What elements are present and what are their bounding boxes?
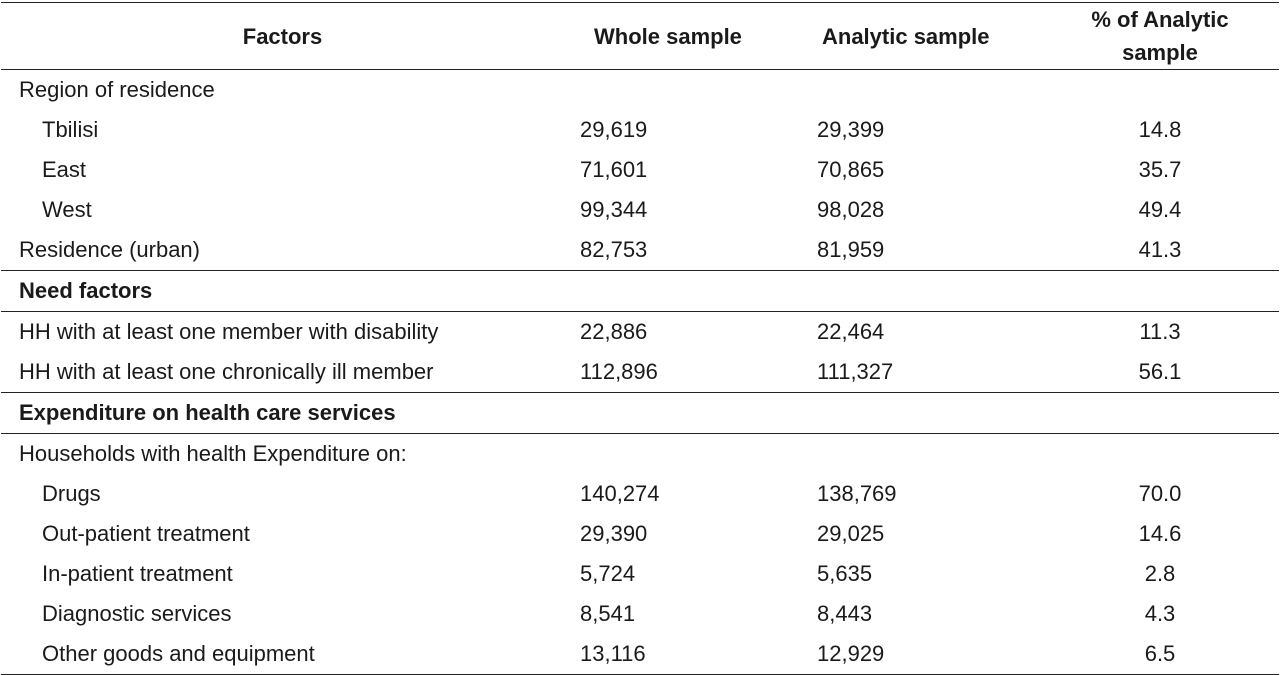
cell-analytic: 29,025 [817,521,885,546]
header-percent-analytic: % of Analytic sample [1041,2,1279,70]
cell-analytic [802,434,1041,475]
cell-whole: 5,724 [580,561,636,586]
cell-analytic: 98,028 [817,197,885,222]
table-row: HH with at least one chronically ill mem… [1,352,1279,393]
cell-pct: 2.8 [1144,561,1176,586]
cell-whole: 140,274 [580,481,660,506]
cell-whole: 22,886 [580,319,648,344]
row-label: Region of residence [19,77,215,102]
row-label: East [42,157,87,182]
cell-pct: 11.3 [1139,319,1181,344]
table-row: Drugs 140,274 138,769 70.0 [1,474,1279,514]
header-whole-sample: Whole sample [564,2,802,70]
cell-pct: 56.1 [1138,359,1182,384]
cell-pct: 6.5 [1041,634,1279,675]
header-percent-line1: % of Analytic [1091,7,1229,32]
cell-pct [1041,434,1279,475]
cell-pct [1041,70,1279,111]
cell-analytic: 111,327 [817,359,894,384]
cell-analytic [802,270,1041,312]
row-label: West [42,197,92,222]
cell-whole [564,434,802,475]
cell-whole: 8,541 [580,601,636,626]
table-row: Households with health Expenditure on: [1,434,1279,475]
row-label: Residence (urban) [19,237,200,262]
cell-analytic: 22,464 [817,319,885,344]
row-label: Tbilisi [42,117,99,142]
table-row: Tbilisi 29,619 29,399 14.8 [1,110,1279,150]
section-row-need-factors: Need factors [1,270,1279,312]
cell-whole: 29,619 [580,117,648,142]
cell-whole: 71,601 [580,157,648,182]
table-row: Out-patient treatment 29,390 29,025 14.6 [1,514,1279,554]
cell-analytic: 5,635 [817,561,873,586]
table-row: Region of residence [1,70,1279,111]
table-header: Factors Whole sample Analytic sample % o… [1,2,1279,70]
section-row-expenditure: Expenditure on health care services [1,392,1279,434]
row-label: Out-patient treatment [42,521,250,546]
cell-pct: 4.3 [1144,601,1176,626]
cell-pct [1041,392,1279,434]
cell-analytic: 138,769 [817,481,897,506]
header-row: Factors Whole sample Analytic sample % o… [1,2,1279,70]
cell-analytic: 70,865 [817,157,885,182]
table-row: Residence (urban) 82,753 81,959 41.3 [1,230,1279,271]
cell-pct: 35.7 [1138,157,1182,182]
row-label: HH with at least one member with disabil… [19,319,439,344]
table-row: HH with at least one member with disabil… [1,312,1279,353]
cell-whole: 13,116 [564,634,802,675]
cell-pct: 49.4 [1138,197,1182,222]
cell-pct [1041,270,1279,312]
row-label: Diagnostic services [42,601,232,626]
row-label: HH with at least one chronically ill mem… [19,359,434,384]
cell-whole [564,70,802,111]
cell-pct: 70.0 [1138,481,1182,506]
cell-whole: 29,390 [580,521,648,546]
table-row: West 99,344 98,028 49.4 [1,190,1279,230]
row-label: Households with health Expenditure on: [19,441,407,466]
cell-analytic: 12,929 [802,634,1041,675]
cell-analytic: 8,443 [817,601,873,626]
cell-analytic [802,392,1041,434]
row-label: Other goods and equipment [1,634,564,675]
cell-analytic: 81,959 [817,237,885,262]
table-row: Other goods and equipment 13,116 12,929 … [1,634,1279,675]
cell-pct: 14.6 [1138,521,1182,546]
cell-pct: 14.8 [1138,117,1182,142]
cell-whole [564,270,802,312]
section-label: Need factors [1,270,564,312]
row-label: In-patient treatment [42,561,233,586]
section-label: Expenditure on health care services [1,392,564,434]
header-percent-line2: sample [1122,40,1198,65]
cell-whole: 99,344 [580,197,648,222]
cell-whole [564,392,802,434]
row-label: Drugs [42,481,101,506]
table-row: East 71,601 70,865 35.7 [1,150,1279,190]
cell-whole: 112,896 [580,359,658,384]
cell-whole: 82,753 [580,237,648,262]
table-body: Region of residence Tbilisi 29,619 29,39… [1,70,1279,675]
cell-pct: 41.3 [1138,237,1182,262]
cell-analytic [802,70,1041,111]
header-factors: Factors [1,2,564,70]
table-row: Diagnostic services 8,541 8,443 4.3 [1,594,1279,634]
cell-analytic: 29,399 [817,117,885,142]
header-analytic-sample: Analytic sample [802,2,1041,70]
table-row: In-patient treatment 5,724 5,635 2.8 [1,554,1279,594]
